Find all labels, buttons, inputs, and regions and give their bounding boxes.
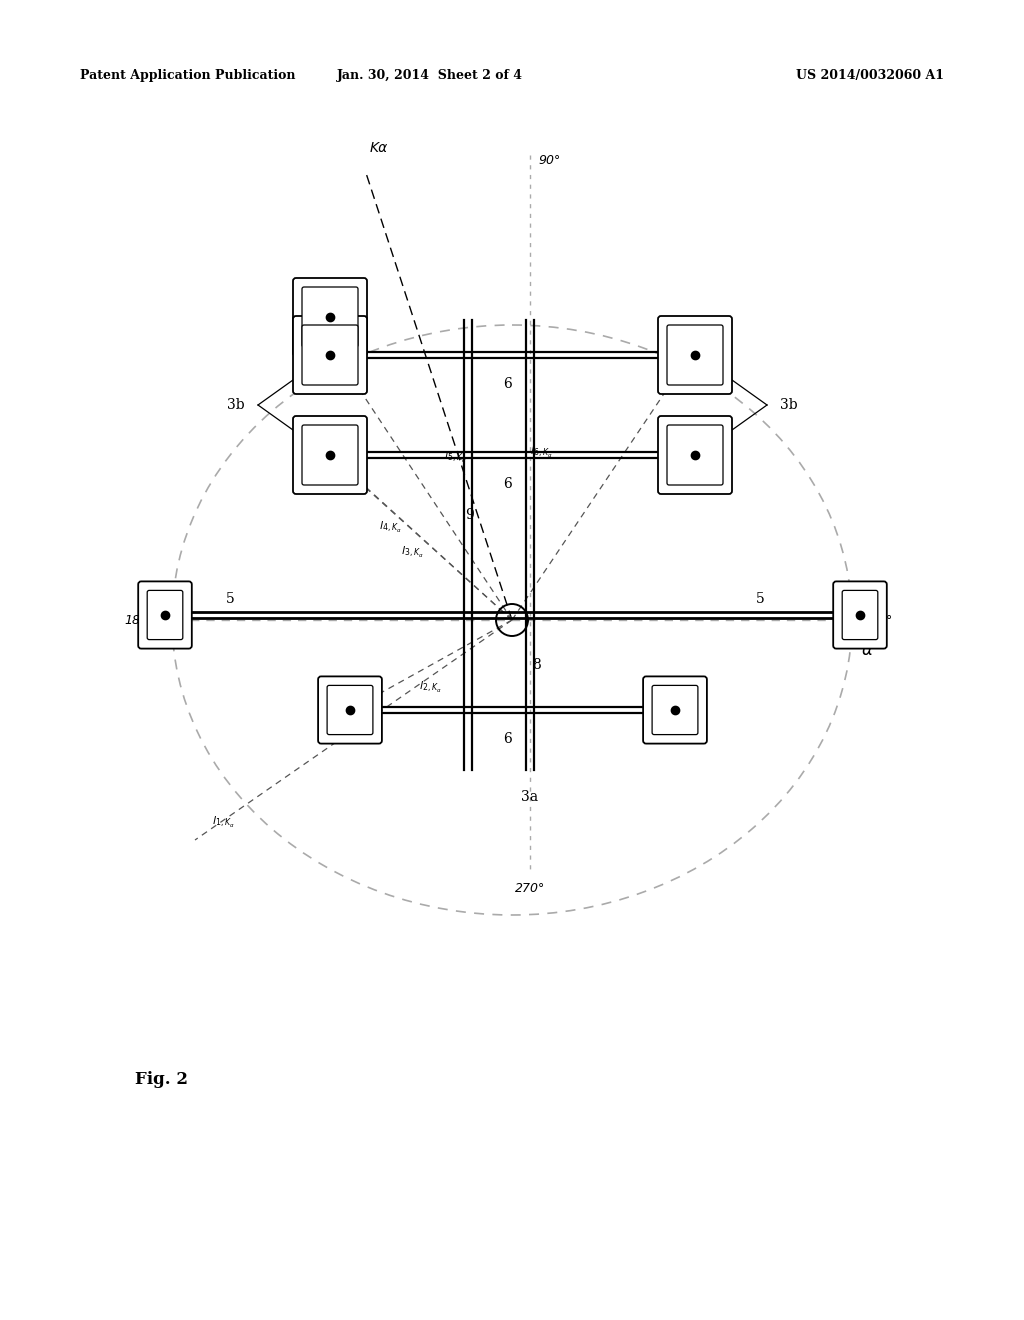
FancyBboxPatch shape	[327, 685, 373, 735]
Text: 3b: 3b	[227, 399, 245, 412]
Text: 0°: 0°	[878, 614, 892, 627]
Text: $l_{3,K_\alpha}$: $l_{3,K_\alpha}$	[401, 545, 424, 560]
FancyBboxPatch shape	[138, 581, 191, 648]
Text: 6: 6	[503, 378, 511, 391]
FancyBboxPatch shape	[293, 279, 367, 356]
FancyBboxPatch shape	[643, 676, 707, 743]
Text: 180°: 180°	[125, 614, 155, 627]
FancyBboxPatch shape	[667, 425, 723, 484]
Text: Jan. 30, 2014  Sheet 2 of 4: Jan. 30, 2014 Sheet 2 of 4	[337, 69, 523, 82]
FancyBboxPatch shape	[842, 590, 878, 640]
Text: $l_{5,K_\alpha}$: $l_{5,K_\alpha}$	[444, 450, 467, 465]
Text: 6: 6	[503, 733, 511, 746]
Text: 8: 8	[532, 657, 541, 672]
Text: Patent Application Publication: Patent Application Publication	[80, 69, 296, 82]
FancyBboxPatch shape	[302, 286, 358, 347]
Text: α: α	[862, 642, 873, 659]
FancyBboxPatch shape	[658, 315, 732, 393]
Text: 3b: 3b	[780, 399, 798, 412]
Text: 5: 5	[756, 591, 764, 606]
Text: $l_{6,K_\alpha}$: $l_{6,K_\alpha}$	[530, 445, 553, 461]
FancyBboxPatch shape	[293, 315, 367, 393]
Text: $l_{1,K_\alpha}$: $l_{1,K_\alpha}$	[212, 814, 234, 830]
FancyBboxPatch shape	[667, 325, 723, 385]
Text: 4: 4	[865, 591, 873, 606]
Text: 9: 9	[466, 508, 474, 521]
FancyBboxPatch shape	[658, 416, 732, 494]
Text: $l_{2,K_\alpha}$: $l_{2,K_\alpha}$	[420, 680, 442, 696]
Text: 5: 5	[225, 591, 234, 606]
Text: Fig. 2: Fig. 2	[135, 1072, 188, 1089]
FancyBboxPatch shape	[302, 325, 358, 385]
Text: 270°: 270°	[515, 882, 545, 895]
Text: US 2014/0032060 A1: US 2014/0032060 A1	[796, 69, 944, 82]
FancyBboxPatch shape	[834, 581, 887, 648]
Text: $l_{4,K_\alpha}$: $l_{4,K_\alpha}$	[379, 520, 402, 535]
Text: 4: 4	[152, 591, 160, 606]
FancyBboxPatch shape	[293, 416, 367, 494]
FancyBboxPatch shape	[318, 676, 382, 743]
Text: 6: 6	[503, 477, 511, 491]
FancyBboxPatch shape	[652, 685, 698, 735]
Text: 90°: 90°	[538, 153, 560, 166]
Text: Kα: Kα	[370, 141, 388, 154]
FancyBboxPatch shape	[302, 425, 358, 484]
Text: 3a: 3a	[521, 789, 539, 804]
FancyBboxPatch shape	[147, 590, 183, 640]
